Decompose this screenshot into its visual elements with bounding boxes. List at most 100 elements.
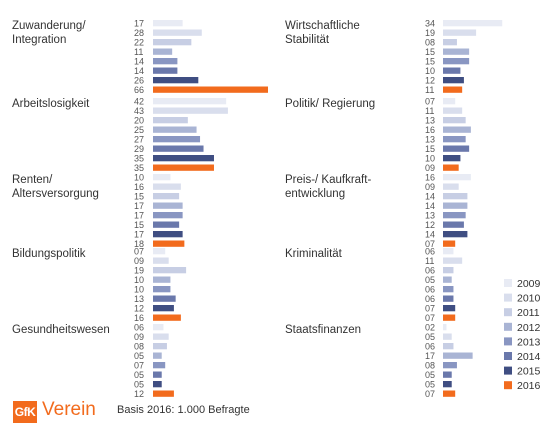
bar (443, 314, 456, 321)
bar (153, 267, 187, 274)
panel-title: Staatsfinanzen (285, 324, 361, 336)
bar (153, 155, 214, 162)
value-label: 28 (134, 28, 144, 38)
bar (153, 39, 192, 46)
panel-title: Kriminalität (285, 248, 343, 260)
legend-swatch (504, 308, 512, 317)
bar (153, 174, 171, 181)
value-label: 17 (134, 19, 144, 29)
value-label: 05 (425, 380, 435, 390)
legend-label: 2009 (517, 278, 541, 290)
value-label: 34 (425, 19, 435, 29)
bar (153, 248, 166, 255)
value-label: 16 (134, 182, 144, 192)
bar (443, 324, 447, 331)
bar (153, 67, 178, 74)
value-label: 15 (134, 192, 144, 202)
bar (443, 267, 454, 274)
bar (443, 193, 468, 200)
value-label: 13 (134, 294, 144, 304)
value-label: 13 (425, 135, 435, 145)
value-label: 15 (425, 144, 435, 154)
bar (443, 286, 454, 293)
bar (153, 136, 201, 143)
value-label: 10 (425, 154, 435, 164)
value-label: 27 (134, 135, 144, 145)
bar (443, 77, 464, 84)
bar (153, 212, 183, 219)
panel-title: Politik/ Regierung (285, 98, 375, 110)
bar (153, 352, 162, 359)
bar (153, 314, 181, 321)
legend-swatch (504, 322, 512, 331)
value-label: 08 (134, 342, 144, 352)
value-label: 13 (425, 116, 435, 126)
bar (153, 381, 162, 388)
value-label: 35 (134, 163, 144, 173)
bar (153, 202, 183, 209)
value-label: 14 (134, 57, 144, 67)
bar (153, 390, 174, 397)
value-label: 43 (134, 106, 144, 116)
bar (153, 333, 169, 340)
legend-label: 2015 (517, 366, 541, 378)
bar (153, 29, 202, 36)
value-label: 16 (134, 313, 144, 323)
bar (443, 248, 454, 255)
gfk-logo: GfK (13, 401, 37, 423)
panel-title: Zuwanderung/ (12, 20, 86, 32)
value-label: 10 (134, 173, 144, 183)
legend-swatch (504, 337, 512, 346)
bar (153, 240, 185, 247)
panel-title: Bildungspolitik (12, 248, 86, 260)
org-name: Verein (42, 399, 96, 420)
bar (443, 136, 466, 143)
value-label: 05 (425, 370, 435, 380)
bar (153, 371, 162, 378)
bar (443, 183, 459, 190)
legend-swatch (504, 279, 512, 287)
value-label: 05 (134, 370, 144, 380)
bar (153, 164, 214, 171)
value-label: 02 (425, 323, 435, 333)
bar (443, 305, 456, 312)
bar (443, 20, 503, 27)
bar (153, 98, 227, 105)
bar (443, 240, 456, 247)
bar (153, 48, 173, 55)
bar (443, 48, 470, 55)
bar (443, 67, 461, 74)
value-label: 14 (425, 201, 435, 211)
panel-title: Wirtschaftliche (285, 20, 360, 32)
bar (443, 39, 457, 46)
bar (443, 86, 463, 93)
basis-note: Basis 2016: 1.000 Befragte (117, 404, 250, 416)
bar (443, 98, 456, 105)
bar (443, 126, 471, 133)
value-label: 06 (425, 266, 435, 276)
bar (153, 193, 180, 200)
bar (153, 77, 199, 84)
value-label: 14 (425, 230, 435, 240)
bar (443, 343, 454, 350)
bar (443, 231, 468, 238)
value-label: 05 (425, 275, 435, 285)
bar (443, 117, 466, 124)
legend-label: 2011 (517, 307, 540, 319)
value-label: 10 (134, 285, 144, 295)
bar (153, 183, 181, 190)
panel-title: Integration (12, 34, 66, 46)
bar (153, 324, 164, 331)
value-label: 66 (134, 85, 144, 95)
value-label: 08 (425, 361, 435, 371)
bar (153, 117, 188, 124)
bar (153, 362, 166, 369)
bar (153, 286, 171, 293)
value-label: 05 (134, 351, 144, 361)
value-label: 26 (134, 76, 144, 86)
value-label: 10 (134, 275, 144, 285)
value-label: 06 (425, 342, 435, 352)
panel-title: Stabilität (285, 34, 330, 46)
legend-swatch (504, 381, 512, 390)
